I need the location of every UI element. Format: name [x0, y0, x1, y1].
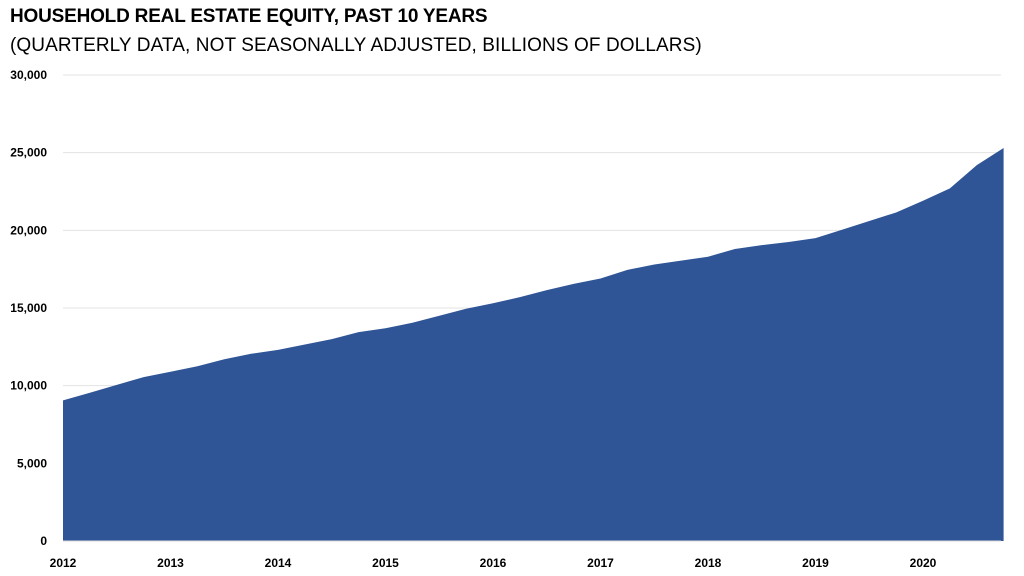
y-tick-label: 10,000	[10, 379, 47, 393]
y-tick-label: 5,000	[17, 456, 47, 470]
plot-area	[63, 148, 1004, 542]
chart-title: HOUSEHOLD REAL ESTATE EQUITY, PAST 10 YE…	[10, 6, 488, 27]
y-tick-label: 20,000	[10, 223, 47, 237]
x-axis: 2012 2013 2014 2015 2016 2017 2018 2019 2020	[50, 556, 937, 570]
y-tick-label: 25,000	[10, 146, 47, 160]
x-tick-label: 2020	[910, 556, 937, 570]
y-tick-label: 0	[40, 534, 47, 548]
y-tick-label: 30,000	[10, 68, 47, 82]
x-tick-label: 2013	[157, 556, 184, 570]
chart-subtitle: (QUARTERLY DATA, NOT SEASONALLY ADJUSTED…	[10, 35, 702, 56]
y-tick-label: 15,000	[10, 301, 47, 315]
x-tick-label: 2016	[480, 556, 507, 570]
x-tick-label: 2012	[50, 556, 77, 570]
equity-area	[63, 148, 1004, 541]
x-tick-label: 2017	[587, 556, 614, 570]
x-tick-label: 2015	[372, 556, 399, 570]
y-axis: 0 5,000 10,000 15,000 20,000 25,000 30,000	[10, 68, 47, 548]
x-tick-label: 2018	[695, 556, 722, 570]
x-tick-label: 2014	[265, 556, 292, 570]
x-tick-label: 2019	[802, 556, 829, 570]
